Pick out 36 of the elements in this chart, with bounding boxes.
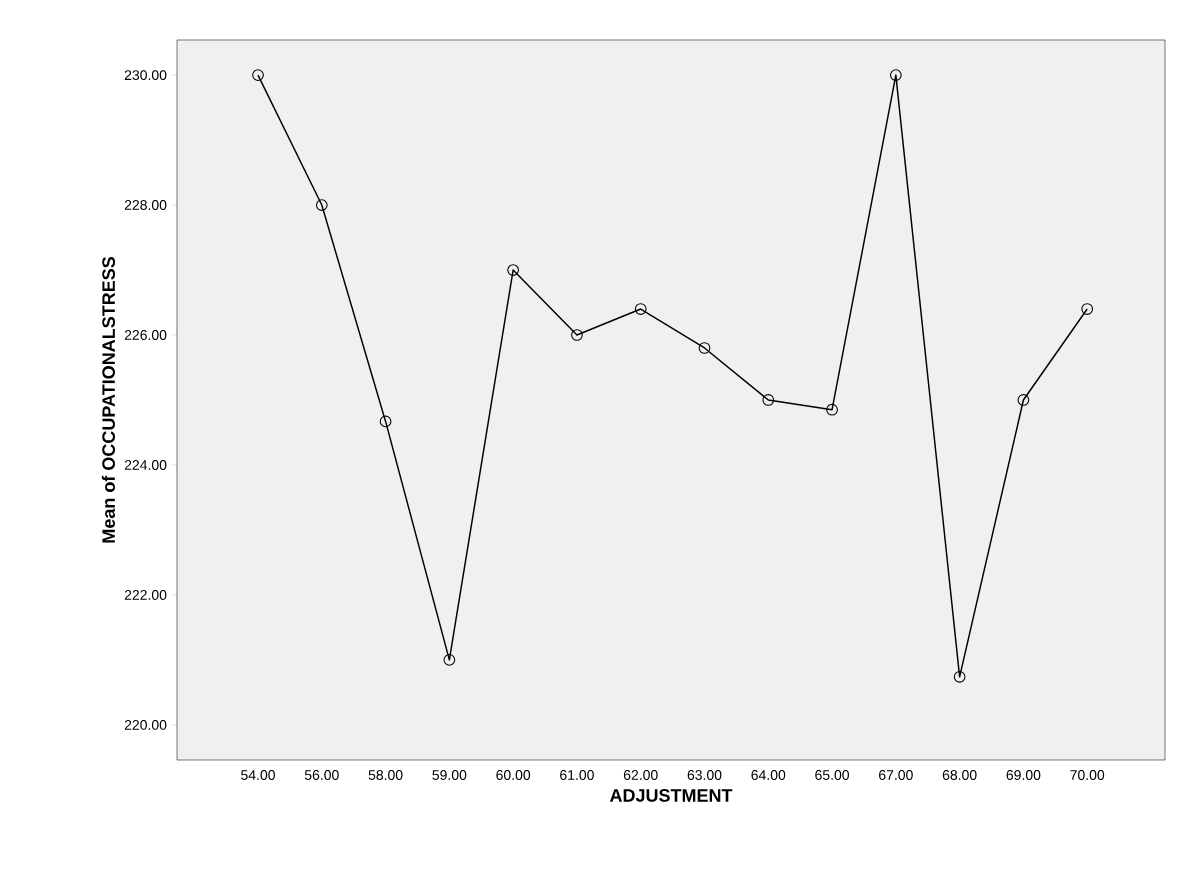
point [953,670,966,683]
point [443,654,456,666]
x-tick-label: 60.00 [496,770,531,780]
x-tick-label: 70.00 [1070,770,1105,780]
x-tick-label: 68.00 [942,770,977,780]
x-tick-label: 69.00 [1006,770,1041,780]
x-tick-label: 64.00 [751,770,786,780]
x-tick-label: 54.00 [241,770,275,780]
x-tick-label: 59.00 [432,770,467,780]
point [1017,394,1030,406]
y-tick-label: 226.00 [124,330,167,340]
point [571,329,583,341]
y-tick-label: 222.00 [124,589,167,600]
y-axis-title: Mean of OCCUPATIONALSTRESS [101,257,115,543]
y-tick-label: 224.00 [124,460,167,470]
x-tick-label: 65.00 [815,770,850,780]
x-tick-label: 56.00 [304,770,339,780]
x-tick-label: 62.00 [623,770,658,780]
point [762,394,775,406]
point [826,403,838,416]
point [379,415,392,428]
y-tick-label: 220.00 [124,719,167,730]
x-tick-label: 58.00 [368,770,403,780]
point [889,69,902,81]
point [315,199,328,211]
x-axis-title: ADJUSTMENT [609,789,733,802]
x-tick-label: 61.00 [560,770,594,780]
y-tick-label: 228.00 [124,200,167,211]
point [634,303,647,315]
point [507,264,520,276]
point [252,69,264,81]
x-tick-label: 63.00 [687,770,722,780]
point [1081,303,1094,315]
x-tick-label: 67.00 [879,770,913,780]
y-tick-label: 230.00 [124,70,167,81]
point [698,342,711,354]
